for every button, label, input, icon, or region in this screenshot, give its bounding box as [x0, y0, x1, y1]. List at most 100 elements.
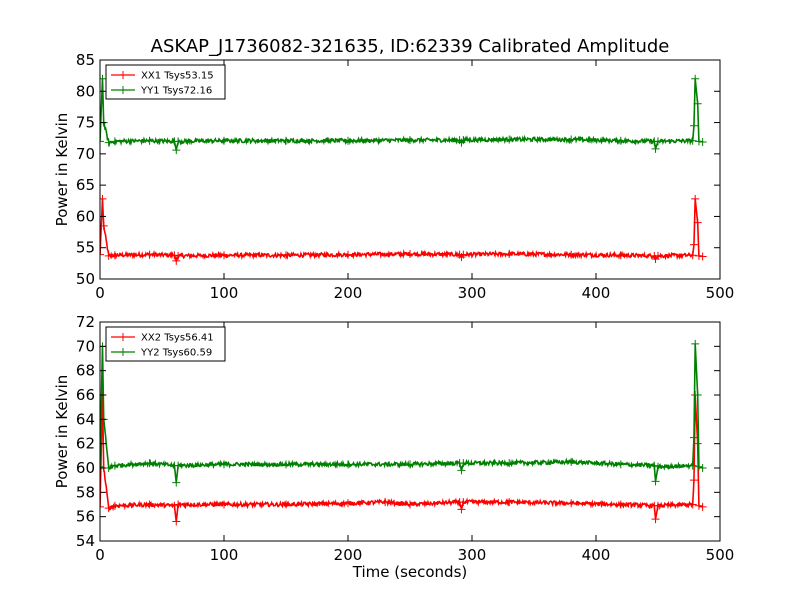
series-2	[100, 74, 707, 155]
data-point	[651, 477, 660, 486]
data-point	[616, 136, 625, 145]
series-1	[100, 194, 707, 265]
data-point	[406, 136, 414, 145]
data-point	[100, 221, 108, 230]
x-tick-label: 0	[95, 284, 105, 302]
data-point	[689, 433, 698, 442]
data-point	[344, 136, 352, 145]
data-point	[220, 136, 228, 145]
data-point	[344, 460, 352, 469]
data-point	[145, 136, 154, 145]
data-point	[505, 459, 514, 468]
y-tick-label: 64	[76, 410, 95, 428]
data-point	[172, 146, 181, 155]
data-point	[100, 250, 104, 259]
x-axis-label: Time (seconds)	[352, 563, 468, 581]
data-point	[693, 99, 702, 108]
x-tick-label: 200	[334, 546, 363, 564]
x-tick-label: 300	[458, 546, 487, 564]
data-point	[616, 460, 625, 469]
legend-entry: YY2 Tsys60.59	[140, 348, 212, 359]
y-tick-label: 68	[76, 362, 95, 380]
legend-entry: YY1 Tsys72.16	[140, 86, 212, 97]
data-point	[145, 250, 154, 259]
data-point	[457, 505, 466, 514]
data-point	[693, 391, 702, 399]
top-plot: 0 100 200 300 400 500 50 55 60 65 70 75 80 85 Power in…	[53, 51, 734, 302]
series-1	[100, 391, 707, 526]
data-point	[100, 462, 104, 471]
y-tick-label: 54	[76, 532, 95, 550]
data-point	[174, 137, 183, 146]
x-tick-label: 300	[458, 284, 487, 302]
series-line	[100, 394, 703, 522]
series-line	[100, 198, 703, 264]
data-point	[689, 121, 698, 130]
data-point	[654, 501, 662, 510]
y-tick-label: 50	[76, 270, 95, 288]
figure-title: ASKAP_J1736082-321635, ID:62339 Calibrat…	[151, 36, 670, 57]
series-line	[100, 343, 703, 483]
y-tick-label: 75	[76, 114, 95, 132]
data-point	[172, 517, 181, 526]
x-tick-label: 200	[334, 284, 363, 302]
data-point	[459, 498, 468, 507]
data-point	[688, 461, 697, 470]
data-point	[172, 256, 181, 265]
y-tick-label: 56	[76, 508, 95, 526]
data-point	[104, 251, 113, 260]
data-point	[220, 460, 228, 469]
legend-box	[105, 326, 226, 362]
data-point	[406, 500, 414, 509]
data-point	[170, 251, 179, 260]
data-point	[459, 459, 468, 468]
x-tick-label: 0	[95, 546, 105, 564]
data-point	[505, 135, 514, 144]
legend: XX1 Tsys53.15 YY1 Tsys72.16	[105, 64, 226, 100]
data-point	[145, 459, 154, 468]
series-2	[100, 339, 707, 487]
data-point	[651, 144, 660, 153]
data-point	[698, 252, 707, 261]
data-point	[110, 461, 119, 470]
data-point	[344, 499, 352, 508]
bottom-plot: 0 100 200 300 400 500 54 56 58 60 62 64 66 68 70 72 Powe…	[53, 313, 734, 581]
data-point	[145, 500, 154, 509]
data-point	[104, 504, 113, 513]
data-point	[282, 460, 290, 469]
series-line	[100, 78, 703, 151]
data-point	[110, 251, 119, 260]
data-point	[616, 500, 625, 509]
data-point	[654, 251, 662, 260]
data-point	[694, 137, 703, 146]
data-point	[104, 464, 113, 472]
data-point	[174, 251, 183, 260]
y-tick-label: 72	[76, 313, 95, 331]
legend-box	[105, 64, 226, 100]
y-tick-label: 70	[76, 145, 95, 163]
plot-frame	[99, 59, 721, 280]
data-point	[282, 136, 290, 145]
data-point	[100, 74, 107, 83]
data-point	[459, 136, 468, 145]
data-point	[282, 500, 290, 509]
data-point	[100, 137, 104, 146]
data-point	[698, 137, 707, 146]
data-point	[381, 498, 390, 507]
x-tick-label: 100	[210, 546, 239, 564]
data-point	[691, 194, 700, 203]
data-point	[689, 476, 698, 485]
data-point	[698, 464, 707, 472]
data-point	[104, 138, 113, 147]
data-point	[220, 251, 228, 260]
x-tick-label: 100	[210, 284, 239, 302]
x-tick-label: 500	[706, 284, 735, 302]
data-point	[694, 251, 703, 260]
data-point	[459, 250, 468, 259]
data-point	[282, 251, 290, 260]
y-tick-label: 60	[76, 459, 95, 477]
legend: XX2 Tsys56.41 YY2 Tsys60.59	[105, 326, 226, 362]
y-axis-label: Power in Kelvin	[53, 113, 71, 227]
data-point	[406, 460, 414, 469]
data-point	[694, 501, 703, 510]
